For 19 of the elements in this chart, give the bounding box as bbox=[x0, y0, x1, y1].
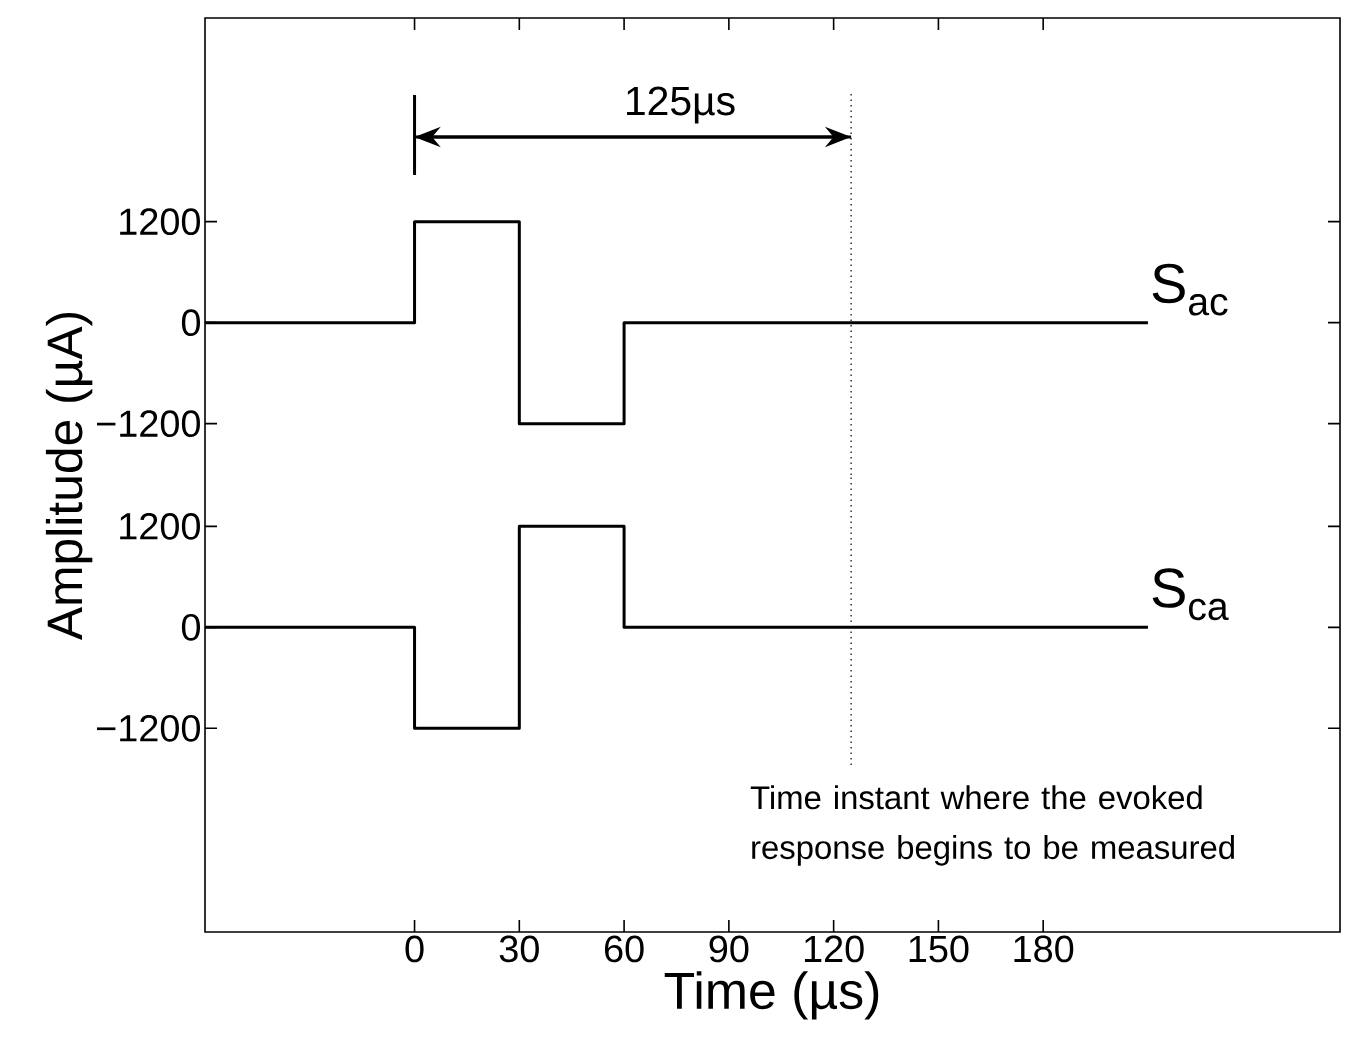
y-tick-label: 0 bbox=[181, 309, 201, 337]
x-tick-label: 0 bbox=[405, 935, 424, 963]
annotation: 125µs bbox=[627, 86, 735, 124]
y-tick-label: −1200 bbox=[97, 714, 200, 742]
x-tick-label: 150 bbox=[909, 935, 969, 963]
y-tick-label: 1200 bbox=[120, 512, 200, 540]
x-tick-label: 60 bbox=[604, 935, 644, 963]
annotation: Time instant where the evoked response begins to be measured bbox=[750, 785, 1234, 866]
x-tick-label: 180 bbox=[1014, 935, 1074, 963]
legend-label: S$_{ac}$ bbox=[1152, 263, 1228, 316]
x-tick-label: 120 bbox=[804, 935, 864, 963]
legend-label: S$_{ca}$ bbox=[1152, 568, 1229, 621]
x-tick-label: 90 bbox=[709, 935, 749, 963]
y-tick-label: 1200 bbox=[120, 208, 200, 236]
x-tick-label: 30 bbox=[499, 935, 539, 963]
y-tick-label: −1200 bbox=[97, 410, 200, 438]
y-axis-title: Amplitude (µA) bbox=[45, 312, 93, 641]
y-tick-label: 0 bbox=[181, 613, 201, 641]
x-axis-title: Time (µs) bbox=[664, 971, 879, 1020]
